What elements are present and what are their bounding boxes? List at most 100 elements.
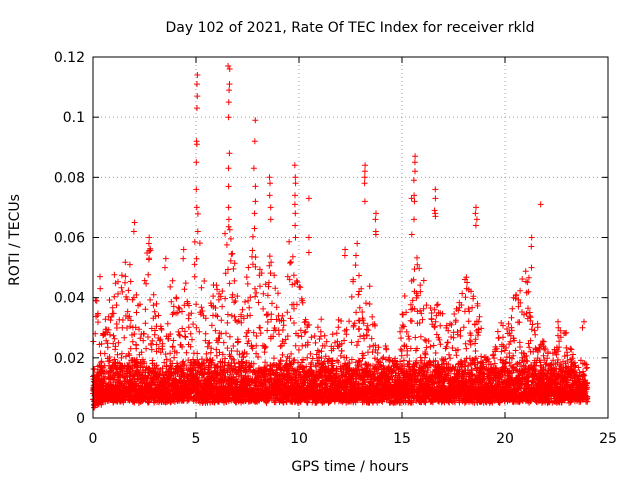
data-point — [277, 343, 284, 350]
data-point — [107, 331, 113, 338]
data-point — [94, 312, 101, 319]
data-point — [155, 345, 162, 352]
data-point — [122, 259, 129, 266]
data-point — [417, 333, 424, 340]
data-point — [217, 293, 224, 300]
data-point — [232, 317, 239, 324]
data-point — [182, 280, 189, 287]
data-point — [147, 245, 154, 252]
data-point — [239, 306, 246, 313]
data-point — [249, 233, 256, 240]
data-point — [179, 325, 186, 332]
data-point — [115, 339, 122, 346]
data-point — [123, 353, 129, 360]
data-point — [290, 272, 297, 279]
data-point — [123, 293, 130, 300]
data-point — [149, 337, 156, 344]
data-point — [127, 278, 134, 285]
data-point — [133, 291, 140, 298]
data-point — [161, 359, 168, 366]
data-point — [110, 332, 117, 339]
data-point — [109, 304, 116, 311]
data-point — [353, 309, 360, 316]
data-point — [167, 331, 174, 338]
data-point — [230, 343, 237, 349]
data-point — [212, 305, 219, 311]
data-point — [95, 319, 101, 326]
data-point — [406, 336, 413, 342]
data-point — [100, 331, 107, 338]
data-point — [224, 319, 231, 326]
data-point — [143, 280, 150, 287]
data-point — [246, 304, 253, 311]
data-point — [131, 331, 138, 337]
data-point — [127, 345, 134, 352]
grid-lines — [93, 57, 608, 418]
data-point — [162, 351, 169, 358]
data-point — [229, 291, 236, 298]
data-point — [153, 341, 160, 348]
data-point — [273, 304, 280, 311]
data-point — [126, 313, 133, 320]
data-point — [261, 349, 268, 356]
data-point — [194, 350, 201, 357]
data-point — [225, 223, 232, 230]
data-point — [228, 347, 235, 354]
data-point — [222, 270, 229, 277]
data-point — [244, 280, 251, 287]
data-point — [207, 300, 214, 307]
data-point — [174, 309, 181, 316]
data-point — [366, 343, 373, 350]
data-point — [108, 314, 115, 320]
data-point — [230, 373, 237, 380]
data-point — [145, 399, 152, 406]
data-point — [224, 345, 231, 352]
data-point — [230, 356, 237, 363]
data-point — [408, 306, 415, 313]
data-point — [155, 312, 162, 319]
data-point — [213, 282, 220, 289]
data-point — [101, 331, 108, 338]
data-point — [150, 302, 157, 309]
data-point — [140, 330, 147, 337]
data-point — [114, 351, 121, 358]
data-point — [102, 316, 109, 323]
data-point — [148, 325, 155, 332]
data-point — [218, 330, 225, 337]
data-point — [133, 342, 140, 349]
data-point — [257, 330, 264, 337]
data-point — [118, 284, 125, 291]
data-point — [173, 349, 180, 356]
data-point — [165, 335, 172, 342]
data-point — [271, 355, 277, 362]
data-point — [219, 288, 226, 295]
data-point — [247, 312, 254, 319]
data-point — [151, 308, 158, 315]
data-point — [182, 334, 189, 341]
data-point — [208, 322, 215, 329]
data-point — [216, 335, 223, 342]
data-point — [242, 298, 248, 305]
data-point — [255, 299, 262, 306]
data-point — [202, 315, 209, 322]
data-point — [168, 298, 175, 305]
data-point — [193, 324, 200, 331]
data-point — [171, 354, 178, 361]
data-point — [187, 343, 194, 350]
data-point — [401, 293, 408, 299]
data-point — [245, 327, 252, 334]
data-point — [121, 378, 128, 385]
data-point — [203, 357, 210, 364]
data-point — [181, 328, 188, 335]
data-point — [298, 333, 305, 340]
data-point — [235, 338, 242, 345]
data-point — [279, 312, 286, 319]
data-point — [118, 350, 125, 357]
data-point — [175, 328, 182, 335]
data-point — [356, 325, 363, 332]
data-point — [227, 235, 234, 242]
data-points — [90, 63, 591, 411]
data-point — [419, 316, 426, 323]
data-point — [148, 340, 154, 347]
